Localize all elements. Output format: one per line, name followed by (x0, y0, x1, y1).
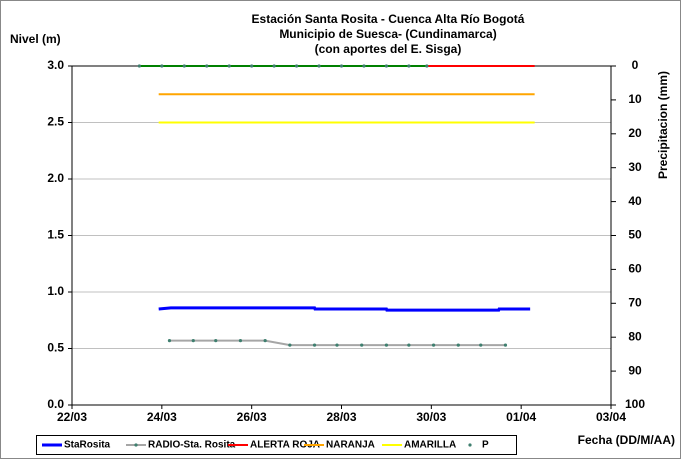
series-marker (431, 343, 436, 347)
y-tick-label: 1.0 (47, 284, 64, 298)
series-marker (167, 338, 172, 343)
series-marker (317, 64, 321, 68)
series-marker (238, 338, 243, 343)
legend-label: ALERTA ROJA (250, 440, 320, 451)
y-tick-label: 2.0 (47, 171, 64, 185)
series-marker (263, 338, 267, 343)
y2-axis-label: Precipitacion (mm) (656, 71, 670, 179)
legend-label: RADIO-Sta. Rosita (148, 440, 236, 451)
series-marker (335, 343, 339, 347)
series-marker (182, 64, 186, 68)
series-marker (250, 64, 254, 68)
y2-tick-label: 50 (628, 228, 642, 242)
series-marker (384, 343, 389, 347)
x-tick-label: 24/03 (147, 410, 177, 424)
x-tick-label: 30/03 (416, 410, 446, 424)
legend-box (36, 435, 517, 455)
series-marker (137, 64, 141, 68)
y2-tick-label: 60 (628, 262, 642, 276)
series-marker (407, 343, 411, 347)
x-tick-label: 26/03 (237, 410, 267, 424)
series-marker (425, 64, 429, 68)
series-marker (479, 343, 483, 347)
y2-tick-label: 90 (628, 363, 642, 377)
series-marker (362, 64, 366, 68)
series-marker (227, 64, 231, 68)
legend-marker (134, 443, 138, 447)
y-axis-label: Nivel (m) (10, 32, 61, 46)
y2-tick-label: 20 (628, 126, 642, 140)
y2-tick-label: 10 (628, 92, 642, 106)
series-marker (456, 343, 460, 347)
legend-label: P (482, 440, 489, 451)
series-marker (214, 338, 218, 343)
legend-label: StaRosita (64, 440, 111, 451)
y-tick-label: 3.0 (47, 58, 64, 72)
series-marker (407, 64, 411, 68)
legend-label: AMARILLA (404, 440, 456, 451)
chart-title: Estación Santa Rosita - Cuenca Alta Río … (252, 12, 525, 26)
x-tick-label: 28/03 (326, 410, 356, 424)
y-tick-label: 0.5 (47, 341, 64, 355)
series-line (158, 306, 531, 312)
series-marker (384, 64, 389, 68)
chart-title: Municipio de Suesca- (Cundinamarca) (279, 27, 496, 41)
x-axis-label: Fecha (DD/M/AA) (578, 433, 675, 447)
y2-tick-label: 40 (628, 194, 642, 208)
series-marker (294, 64, 299, 68)
series-marker (503, 343, 508, 347)
series-marker (360, 343, 364, 347)
x-tick-label: 22/03 (57, 410, 87, 424)
y-tick-label: 0.0 (47, 397, 64, 411)
y2-tick-label: 0 (632, 58, 639, 72)
series-marker (312, 343, 317, 347)
y2-tick-label: 70 (628, 295, 642, 309)
y-tick-label: 2.5 (47, 115, 64, 129)
x-tick-label: 03/04 (596, 410, 626, 424)
series-marker (205, 64, 209, 68)
series-marker (272, 64, 276, 68)
y2-tick-label: 100 (625, 397, 645, 411)
series-marker (288, 343, 292, 347)
series-marker (339, 64, 344, 68)
series-marker (160, 64, 164, 68)
y2-tick-label: 80 (628, 329, 642, 343)
series-marker (191, 338, 195, 343)
y2-tick-label: 30 (628, 160, 642, 174)
legend-marker (468, 443, 472, 447)
chart-title: (con aportes del E. Sisga) (315, 42, 462, 56)
y-tick-label: 1.5 (47, 228, 64, 242)
legend-label: NARANJA (326, 440, 375, 451)
x-tick-label: 01/04 (506, 410, 536, 424)
